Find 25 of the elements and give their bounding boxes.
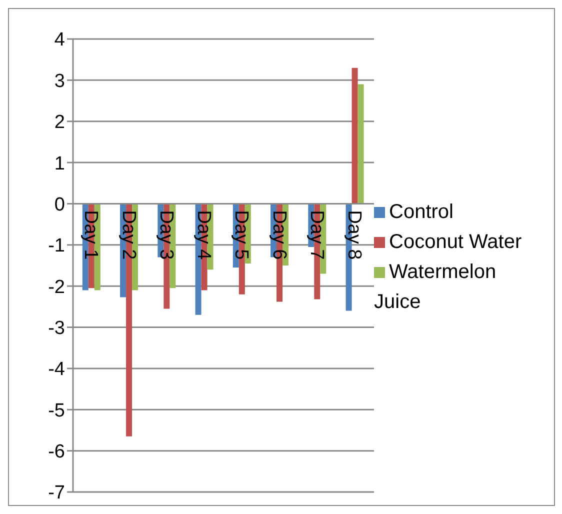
x-tick-label: Day 5 — [230, 210, 252, 260]
legend-label: Watermelon Juice — [374, 261, 496, 313]
x-tick-label: Day 8 — [344, 210, 365, 260]
x-tick-label: Day 6 — [268, 210, 290, 260]
y-tick-label: -5 — [48, 400, 65, 422]
x-tick-label: Day 1 — [80, 210, 102, 260]
y-tick-label: -1 — [48, 236, 65, 257]
bar — [358, 84, 364, 204]
x-tick-label: Day 4 — [193, 210, 214, 260]
y-tick-label: -3 — [48, 318, 65, 340]
y-tick-label: -2 — [48, 276, 65, 298]
x-tick-label: Day 2 — [118, 210, 139, 260]
legend-label: Coconut Water — [389, 231, 522, 253]
y-tick-label: 4 — [54, 30, 66, 51]
y-tick-label: -6 — [48, 442, 65, 463]
y-tick-label: 0 — [54, 194, 65, 216]
y-tick-label: -7 — [48, 482, 65, 504]
y-tick-label: 2 — [54, 112, 65, 134]
y-tick-label: 1 — [54, 153, 65, 174]
legend-label: Control — [389, 201, 454, 223]
y-tick-label: 3 — [54, 70, 65, 92]
x-tick-label: Day 3 — [155, 210, 176, 260]
y-tick-label: -4 — [48, 359, 66, 380]
x-tick-label: Day 7 — [306, 210, 327, 260]
bar — [352, 68, 358, 204]
